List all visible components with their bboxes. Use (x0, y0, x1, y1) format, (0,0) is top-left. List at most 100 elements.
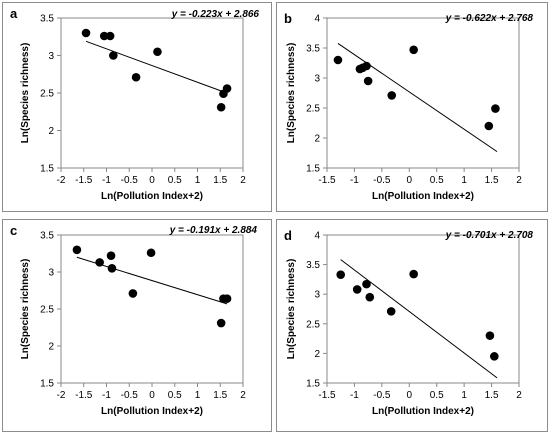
data-point (484, 121, 494, 131)
panel-letter-b: b (284, 11, 292, 26)
chart-panel-a: 1.5 2 2.5 3 3.5 -2 -1.5 -1 -0.5 0 0.5 1 1.5 2 Ln(Pollu… (2, 2, 272, 212)
plot-frame (60, 234, 244, 384)
data-point (216, 318, 226, 328)
x-axis-title: Ln(Pollution Index+2) (101, 191, 203, 202)
y-tick-label: 2 (314, 134, 320, 145)
y-tick-label: 3.5 (306, 260, 320, 271)
x-tick-label: -1.5 (318, 175, 336, 186)
chart-svg-d: 1.5 2 2.5 3 3.5 4 -1.5 -1 -0.5 0 0.5 1 1.5 2 Ln(Pollut… (286, 231, 522, 418)
x-tick-label: -1 (102, 390, 111, 401)
x-tick-label: -0.5 (121, 175, 139, 186)
x-tick-label: 0.5 (168, 390, 182, 401)
data-point (95, 258, 104, 267)
data-point (146, 248, 156, 258)
data-point (105, 31, 115, 41)
x-tick-label: -1 (102, 175, 111, 186)
plot-frame (326, 17, 520, 169)
y-tick-label: 2 (48, 126, 54, 137)
x-tick-label: -0.5 (121, 390, 139, 401)
data-point (490, 352, 499, 361)
data-point (216, 102, 226, 112)
y-tick-label: 2.5 (306, 104, 320, 115)
y-axis-title: Ln(Species richness) (20, 43, 31, 144)
y-tick-label: 3 (48, 268, 54, 279)
data-point (81, 28, 91, 38)
chart-panel-b: 1.5 2 2.5 3 3.5 4 -1.5 -1 -0.5 0 0.5 1 1.5 2 Ln(Pollut… (276, 2, 548, 212)
y-tick-label: 2.5 (40, 89, 54, 100)
x-axis-title: Ln(Pollution Index+2) (372, 191, 474, 202)
x-tick-label: -2 (57, 390, 66, 401)
x-tick-label: 2 (516, 390, 522, 401)
y-tick-label: 3.5 (40, 231, 54, 242)
x-tick-label: -1.5 (75, 390, 93, 401)
x-tick-label: -0.5 (373, 175, 391, 186)
x-tick-label: 0.5 (430, 390, 444, 401)
x-tick-label: 1 (195, 390, 201, 401)
x-tick-label: 0.5 (430, 175, 444, 186)
y-tick-label: 1.5 (40, 164, 54, 175)
x-tick-label: -1.5 (318, 390, 336, 401)
data-point (491, 104, 500, 113)
y-axis-title: Ln(Species richness) (286, 43, 297, 144)
data-point (222, 294, 232, 303)
data-point (131, 72, 141, 82)
y-axis-title: Ln(Species richness) (286, 259, 297, 360)
x-tick-label: 0 (149, 390, 155, 401)
trendline (337, 42, 498, 153)
chart-svg-a: 1.5 2 2.5 3 3.5 -2 -1.5 -1 -0.5 0 0.5 1 1.5 2 Ln(Pollu… (20, 14, 246, 203)
panel-letter-d: d (284, 228, 292, 243)
data-point (222, 84, 232, 93)
x-tick-label: 1 (195, 175, 201, 186)
y-tick-label: 2 (314, 349, 320, 360)
y-tick-label: 4 (314, 231, 320, 242)
data-point (363, 76, 373, 86)
y-tick-label: 1.5 (306, 379, 320, 390)
y-tick-label: 1.5 (306, 164, 320, 175)
data-point (153, 47, 162, 57)
chart-panel-d: 1.5 2 2.5 3 3.5 4 -1.5 -1 -0.5 0 0.5 1 1.5 2 Ln(Pollut… (276, 219, 548, 432)
data-point (409, 269, 418, 279)
x-tick-label: 0 (407, 390, 413, 401)
equation-a: y = -0.223x + 2.866 (171, 9, 259, 20)
y-tick-label: 2.5 (40, 305, 54, 316)
plot-frame (326, 234, 520, 384)
data-point (386, 307, 396, 316)
x-tick-label: 0 (149, 175, 155, 186)
data-point (99, 31, 109, 41)
x-tick-label: 1.5 (213, 390, 227, 401)
equation-c: y = -0.191x + 2.884 (169, 225, 257, 236)
panel-letter-c: c (10, 223, 18, 238)
x-tick-label: 1.5 (485, 175, 499, 186)
chart-svg-c: 1.5 2 2.5 3 3.5 -2 -1.5 -1 -0.5 0 0.5 1 1.5 2 Ln(Pollu… (20, 231, 246, 418)
x-axis-title: Ln(Pollution Index+2) (372, 406, 474, 417)
y-tick-label: 3 (48, 51, 54, 62)
plot-frame (60, 17, 244, 169)
x-axis-title: Ln(Pollution Index+2) (101, 406, 203, 417)
x-tick-label: 1 (461, 175, 467, 186)
data-point (365, 292, 375, 302)
x-tick-label: 0.5 (168, 175, 182, 186)
data-point (109, 51, 118, 60)
y-tick-label: 1.5 (40, 379, 54, 390)
data-point (333, 55, 343, 65)
trendline (340, 259, 498, 379)
x-tick-label: -1 (350, 390, 359, 401)
y-tick-label: 3.5 (306, 44, 320, 55)
x-tick-label: -1 (350, 175, 359, 186)
data-point (106, 251, 116, 261)
chart-svg-b: 1.5 2 2.5 3 3.5 4 -1.5 -1 -0.5 0 0.5 1 1.5 2 Ln(Pollut… (286, 14, 522, 203)
y-tick-label: 3 (314, 290, 320, 301)
x-tick-label: -0.5 (373, 390, 391, 401)
equation-b: y = -0.622x + 2.768 (445, 13, 533, 24)
data-point (485, 331, 495, 340)
trendline (85, 40, 228, 94)
data-point (72, 245, 82, 255)
y-tick-label: 2.5 (306, 319, 320, 330)
x-tick-label: 2 (240, 175, 246, 186)
x-tick-label: 1.5 (213, 175, 227, 186)
x-tick-label: 1 (461, 390, 467, 401)
data-point (128, 289, 138, 298)
y-tick-label: 2 (48, 342, 54, 353)
data-point (336, 270, 346, 279)
data-point (107, 264, 117, 273)
